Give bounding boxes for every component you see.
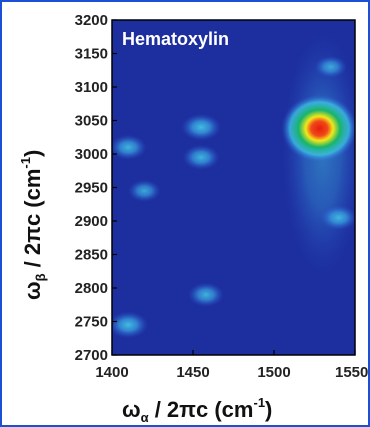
y-tick-label: 3000	[75, 146, 108, 163]
y-tick-label: 2850	[75, 247, 108, 264]
peak	[182, 144, 220, 170]
y-axis-ticks: 2700 2750 2800 2850 2900 2950 3000 3050 3100 3150…	[75, 12, 117, 364]
y-tick-label: 2950	[75, 180, 108, 197]
peak	[112, 134, 147, 160]
peak-max	[281, 94, 355, 163]
heatmap-peaks	[112, 34, 355, 339]
y-tick-label: 2700	[75, 347, 108, 364]
peak	[314, 55, 347, 78]
peak	[128, 179, 161, 202]
peak	[320, 205, 355, 231]
peak	[112, 311, 148, 339]
x-tick-label: 1500	[257, 364, 290, 381]
x-tick-label: 1550	[335, 364, 368, 381]
peak	[188, 282, 224, 307]
y-axis-label: ωβ / 2πc (cm-1)	[18, 150, 48, 300]
y-tick-label: 3150	[75, 46, 108, 63]
x-tick-label: 1400	[95, 364, 128, 381]
y-tick-label: 3100	[75, 79, 108, 96]
y-tick-label: 2900	[75, 213, 108, 230]
x-axis-ticks: 1400 1450 1500 1550	[95, 350, 368, 381]
y-tick-label: 3050	[75, 113, 108, 130]
y-tick-label: 2750	[75, 314, 108, 331]
chart-title: Hematoxylin	[122, 29, 229, 49]
x-tick-label: 1450	[176, 364, 209, 381]
y-tick-label: 2800	[75, 280, 108, 297]
y-tick-label: 3200	[75, 12, 108, 29]
peak	[181, 113, 221, 141]
x-axis-label: ωα / 2πc (cm-1)	[122, 395, 272, 425]
